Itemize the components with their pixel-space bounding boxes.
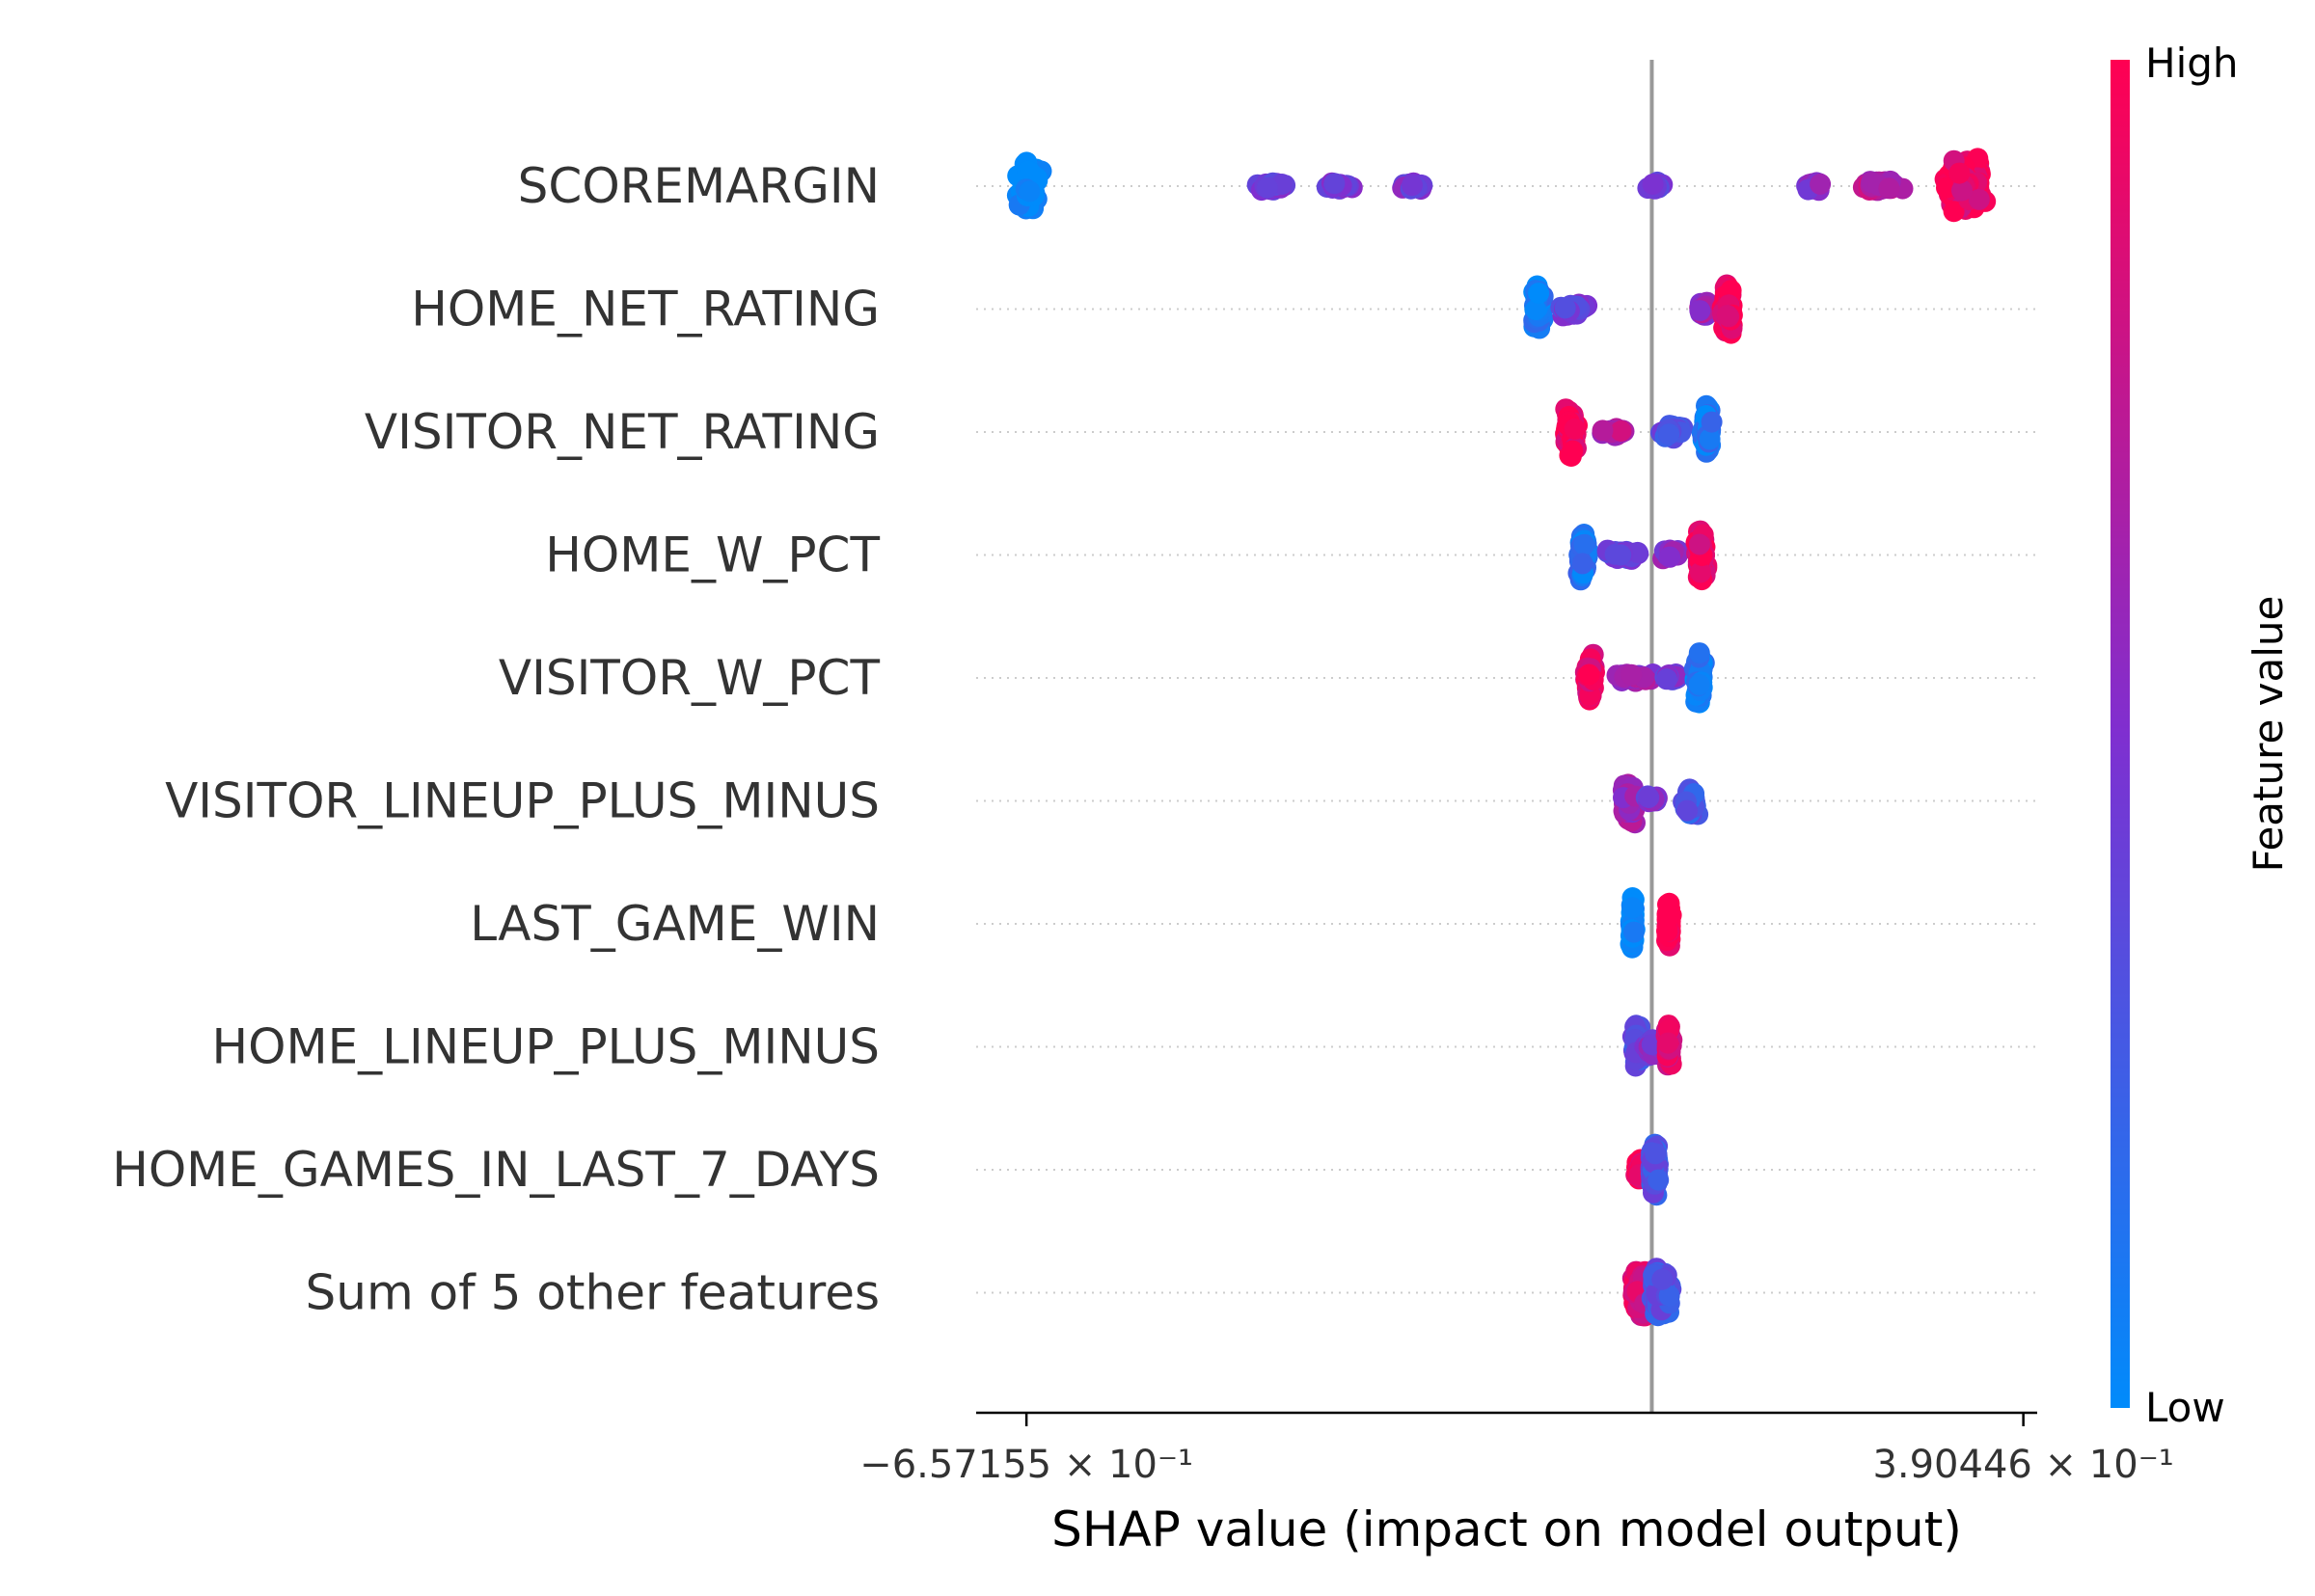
colorbar-title: Feature value — [2245, 596, 2292, 873]
x-axis: −6.57155 × 10⁻¹ 3.90446 × 10⁻¹ SHAP value… — [859, 1411, 2174, 1557]
shap-point — [1699, 428, 1721, 450]
shap-point — [1659, 546, 1681, 568]
shap-point — [1689, 300, 1711, 322]
shap-point — [1657, 906, 1679, 929]
shap-point — [1564, 418, 1586, 440]
feature-row-points — [1625, 1133, 1670, 1206]
feature-label: HOME_GAMES_IN_LAST_7_DAYS — [112, 1142, 880, 1198]
colorbar-gradient — [2111, 60, 2130, 1408]
shap-point — [1968, 188, 1990, 210]
shap-point — [1651, 1268, 1674, 1290]
shap-point — [1622, 921, 1645, 943]
shap-point — [1657, 1032, 1679, 1054]
x-tick-label: −6.57155 × 10⁻¹ — [859, 1443, 1193, 1487]
shap-point — [1642, 174, 1664, 195]
shap-point — [1592, 419, 1614, 442]
feature-label: LAST_GAME_WIN — [470, 896, 880, 952]
shap-point — [1610, 544, 1632, 566]
shap-point — [1621, 897, 1644, 919]
shap-point — [1688, 533, 1710, 555]
feature-label: VISITOR_W_PCT — [499, 650, 881, 706]
feature-label: VISITOR_LINEUP_PLUS_MINUS — [165, 773, 880, 829]
feature-label: VISITOR_NET_RATING — [365, 404, 880, 460]
shap-point — [1620, 663, 1643, 686]
feature-row-points — [1006, 148, 1997, 223]
shap-point — [1645, 1143, 1667, 1165]
shap-point — [1562, 440, 1584, 462]
shap-point — [1554, 297, 1576, 319]
shap-point — [1655, 668, 1677, 690]
feature-row-points — [1523, 274, 1743, 344]
x-axis-title: SHAP value (impact on model output) — [1051, 1501, 1962, 1557]
x-tick-label: 3.90446 × 10⁻¹ — [1872, 1443, 2173, 1487]
feature-row-points — [1621, 1014, 1683, 1077]
shap-point — [1578, 663, 1600, 686]
feature-row-points — [1567, 520, 1718, 591]
shap-point — [1571, 553, 1593, 575]
shap-point — [1948, 162, 1971, 184]
shap-point — [1951, 179, 1973, 202]
shap-point — [1648, 1169, 1670, 1191]
colorbar-high-label: High — [2145, 40, 2239, 87]
shap-point — [1688, 673, 1710, 695]
shap-point — [1658, 423, 1680, 446]
feature-row-points — [1574, 642, 1715, 714]
shap-point — [1525, 299, 1547, 321]
shap-point — [1688, 642, 1710, 664]
shap-point — [1528, 283, 1550, 305]
shap-point — [1701, 411, 1723, 433]
shap-point — [1256, 176, 1278, 199]
feature-labels: SCOREMARGIN HOME_NET_RATING VISITOR_NET_RA… — [112, 158, 880, 1321]
feature-row-points — [1612, 773, 1709, 834]
shap-point — [1810, 173, 1832, 195]
shap-point — [1573, 533, 1595, 555]
row-gridlines — [976, 185, 2037, 1294]
shap-point — [1658, 1285, 1680, 1307]
shap-point — [1878, 177, 1900, 200]
shap-point — [1020, 161, 1041, 183]
shap-point — [1402, 175, 1423, 197]
shap-point — [1716, 305, 1738, 326]
feature-label: HOME_W_PCT — [545, 527, 880, 583]
shap-point — [1676, 799, 1699, 822]
feature-label: Sum of 5 other features — [306, 1265, 880, 1321]
feature-label: HOME_LINEUP_PLUS_MINUS — [211, 1019, 880, 1075]
shap-point — [1690, 561, 1711, 583]
shap-point — [1019, 180, 1041, 203]
colorbar: High Low Feature value — [2111, 40, 2292, 1431]
colorbar-low-label: Low — [2145, 1384, 2225, 1431]
feature-row-points — [1555, 394, 1723, 467]
shap-point — [1323, 173, 1346, 195]
x-ticks: −6.57155 × 10⁻¹ 3.90446 × 10⁻¹ — [859, 1413, 2174, 1487]
shap-point — [1943, 201, 1965, 223]
shap-point — [1610, 420, 1632, 442]
feature-label: SCOREMARGIN — [518, 158, 880, 214]
feature-row-points — [1620, 887, 1682, 959]
shap-point — [1638, 787, 1660, 808]
data-points — [1006, 148, 1997, 1327]
feature-row-points — [1621, 1258, 1682, 1327]
feature-label: HOME_NET_RATING — [411, 282, 880, 338]
